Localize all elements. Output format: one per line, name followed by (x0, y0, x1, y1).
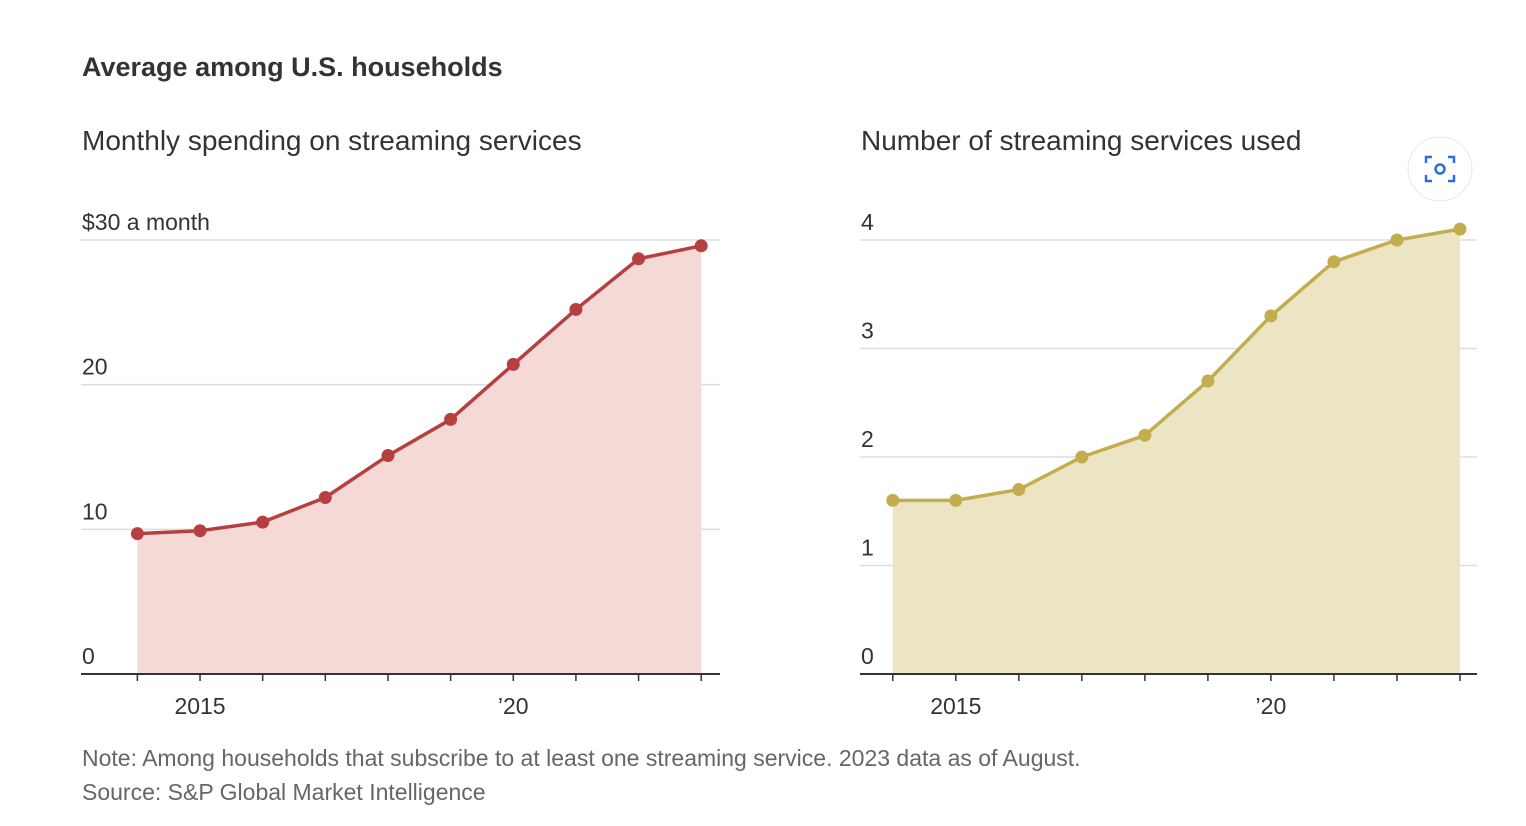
y-tick-label: 4 (861, 209, 874, 235)
header-title: Average among U.S. households (82, 52, 503, 82)
x-tick-label: ’20 (498, 693, 529, 719)
screenshot-button[interactable] (1407, 136, 1473, 202)
point (444, 412, 458, 426)
y-tick-label: 2 (861, 426, 874, 452)
point (130, 527, 144, 541)
y-tick-label: 20 (82, 354, 108, 380)
point (381, 449, 395, 463)
point (506, 357, 520, 371)
point (318, 491, 332, 505)
point (1327, 255, 1341, 269)
point (1390, 233, 1404, 247)
point (256, 515, 270, 529)
button-bg[interactable] (1407, 136, 1473, 202)
y-tick-label: 10 (82, 498, 108, 524)
button-icon-dot (1434, 163, 1446, 175)
y-tick-label: 3 (861, 318, 874, 344)
point (1264, 309, 1278, 323)
line (892, 227, 1461, 503)
y-tick-label: $30 a month (82, 209, 210, 235)
button-icon (1424, 155, 1456, 183)
point (1201, 374, 1215, 388)
chart-title: Number of streaming services used (861, 125, 1301, 156)
source: Source: S&P Global Market Intelligence (82, 779, 486, 805)
x-tick-label: 2015 (930, 693, 981, 719)
point (632, 252, 646, 266)
point (949, 493, 963, 507)
area (137, 245, 702, 674)
y-tick-label: 0 (82, 643, 95, 669)
chart-title: Monthly spending on streaming services (82, 125, 582, 156)
area (892, 229, 1460, 674)
point (193, 524, 207, 538)
x-tick-label: ’20 (1256, 693, 1287, 719)
point (1075, 450, 1089, 464)
point (1138, 428, 1152, 442)
y-tick-label: 1 (861, 535, 874, 561)
line (137, 244, 702, 536)
point (1453, 222, 1467, 236)
note: Note: Among households that subscribe to… (82, 745, 1081, 771)
point (569, 302, 583, 316)
point (886, 493, 900, 507)
x-tick-label: 2015 (174, 693, 225, 719)
y-tick-label: 0 (861, 643, 874, 669)
point (1012, 483, 1026, 497)
point (694, 239, 708, 253)
